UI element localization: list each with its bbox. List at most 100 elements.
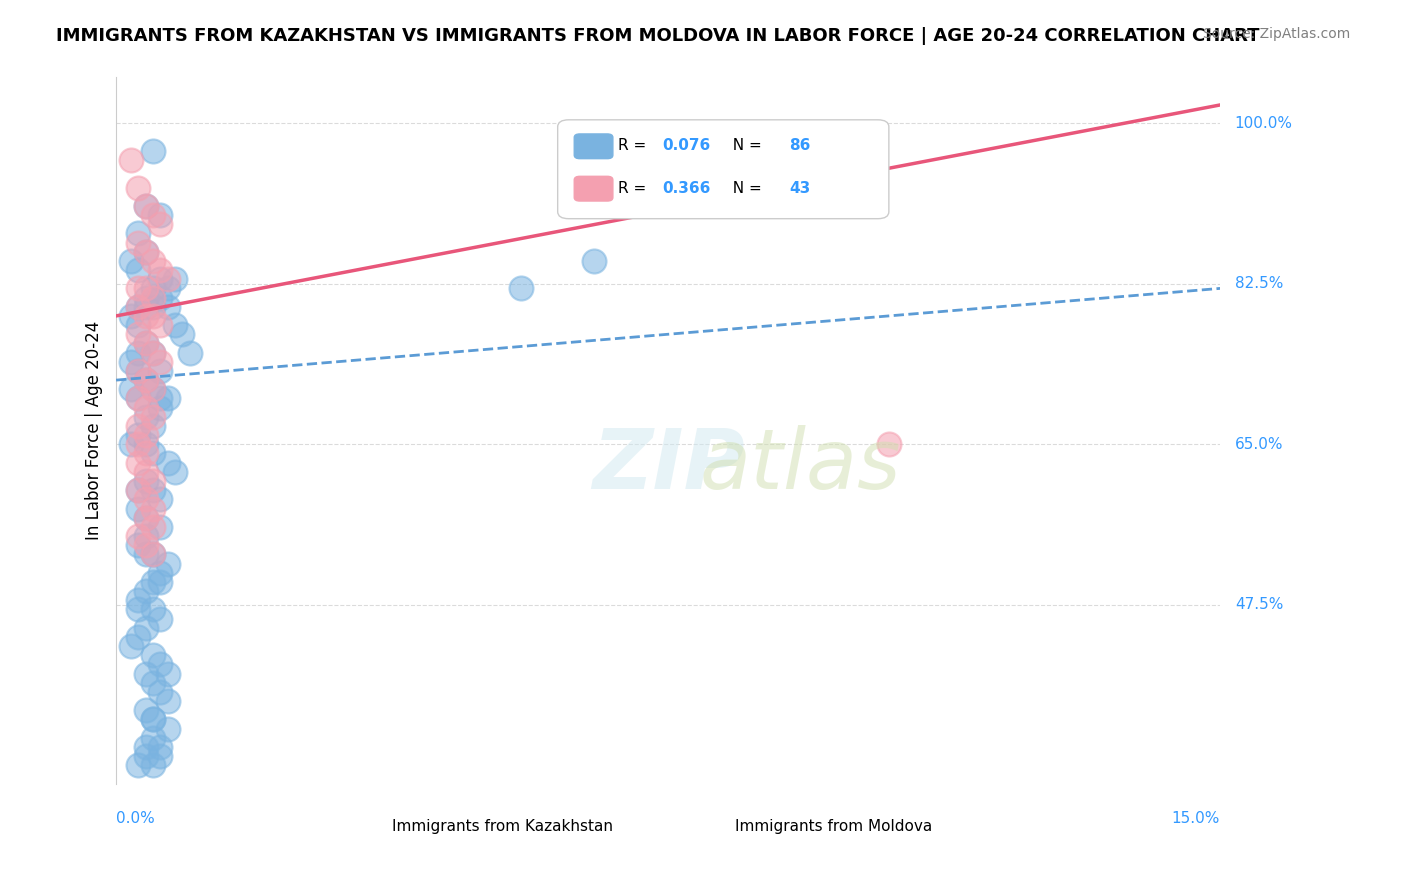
Point bbox=[149, 392, 172, 406]
Point bbox=[135, 666, 157, 681]
Text: ZIP: ZIP bbox=[592, 425, 744, 507]
Point bbox=[127, 483, 149, 498]
Point bbox=[142, 291, 165, 305]
Point bbox=[149, 291, 172, 305]
Point bbox=[149, 566, 172, 580]
Point bbox=[135, 244, 157, 259]
Point bbox=[142, 382, 165, 396]
Point bbox=[127, 281, 149, 295]
Text: N =: N = bbox=[723, 138, 766, 153]
Point bbox=[135, 300, 157, 314]
Point bbox=[149, 685, 172, 699]
Point bbox=[135, 428, 157, 442]
Point bbox=[142, 300, 165, 314]
Text: R =: R = bbox=[619, 181, 651, 196]
Point bbox=[135, 703, 157, 717]
Point bbox=[135, 510, 157, 524]
Point bbox=[142, 675, 165, 690]
Point bbox=[156, 281, 179, 295]
Point bbox=[127, 602, 149, 616]
Point bbox=[142, 483, 165, 498]
Point bbox=[156, 557, 179, 571]
Point bbox=[142, 602, 165, 616]
FancyBboxPatch shape bbox=[558, 120, 889, 219]
Point bbox=[127, 227, 149, 241]
Point bbox=[120, 355, 142, 369]
Point bbox=[142, 548, 165, 562]
Point bbox=[127, 456, 149, 470]
Point bbox=[156, 456, 179, 470]
Point bbox=[127, 364, 149, 378]
Point bbox=[127, 483, 149, 498]
Point bbox=[179, 345, 201, 359]
Point bbox=[142, 648, 165, 663]
Point bbox=[142, 382, 165, 396]
Point bbox=[127, 538, 149, 552]
Point bbox=[120, 153, 142, 167]
Point bbox=[149, 364, 172, 378]
Text: 15.0%: 15.0% bbox=[1171, 811, 1220, 826]
Point bbox=[127, 630, 149, 644]
Point bbox=[149, 217, 172, 231]
Text: 100.0%: 100.0% bbox=[1234, 116, 1292, 131]
Circle shape bbox=[721, 818, 748, 835]
Point bbox=[149, 574, 172, 589]
Point bbox=[135, 446, 157, 460]
Point bbox=[142, 474, 165, 488]
Point bbox=[127, 593, 149, 607]
Point bbox=[135, 336, 157, 351]
Point bbox=[120, 382, 142, 396]
Point bbox=[142, 713, 165, 727]
Text: 86: 86 bbox=[790, 138, 811, 153]
Point bbox=[149, 401, 172, 415]
Point bbox=[120, 253, 142, 268]
Point bbox=[135, 401, 157, 415]
Text: 82.5%: 82.5% bbox=[1234, 277, 1284, 292]
Point bbox=[877, 437, 900, 451]
Point bbox=[142, 345, 165, 359]
Point bbox=[127, 318, 149, 332]
Point bbox=[163, 272, 186, 286]
Point bbox=[135, 584, 157, 599]
FancyBboxPatch shape bbox=[574, 177, 613, 201]
Point bbox=[135, 510, 157, 524]
Point bbox=[142, 501, 165, 516]
Point bbox=[127, 345, 149, 359]
Point bbox=[142, 409, 165, 424]
Point bbox=[135, 739, 157, 754]
Point bbox=[135, 373, 157, 387]
Point bbox=[127, 180, 149, 194]
Point bbox=[135, 309, 157, 323]
Point bbox=[135, 291, 157, 305]
Point bbox=[142, 758, 165, 772]
Point bbox=[135, 529, 157, 543]
Point bbox=[135, 474, 157, 488]
Point bbox=[172, 327, 194, 342]
Point bbox=[120, 639, 142, 653]
Text: Immigrants from Moldova: Immigrants from Moldova bbox=[735, 819, 932, 833]
Point bbox=[142, 208, 165, 222]
Point bbox=[149, 318, 172, 332]
Point bbox=[509, 281, 531, 295]
Point bbox=[156, 722, 179, 736]
Text: R =: R = bbox=[619, 138, 651, 153]
Point bbox=[135, 199, 157, 213]
Point bbox=[135, 548, 157, 562]
Text: 0.366: 0.366 bbox=[662, 181, 711, 196]
Point bbox=[142, 419, 165, 434]
Point bbox=[149, 739, 172, 754]
Point bbox=[135, 244, 157, 259]
Text: In Labor Force | Age 20-24: In Labor Force | Age 20-24 bbox=[84, 321, 103, 541]
Point bbox=[142, 731, 165, 745]
Point bbox=[156, 300, 179, 314]
Point bbox=[127, 263, 149, 277]
Point bbox=[127, 437, 149, 451]
Point bbox=[149, 657, 172, 672]
Point bbox=[135, 373, 157, 387]
Point bbox=[142, 309, 165, 323]
Point bbox=[149, 263, 172, 277]
Text: 0.076: 0.076 bbox=[662, 138, 711, 153]
Point bbox=[142, 253, 165, 268]
FancyBboxPatch shape bbox=[574, 134, 613, 159]
Point bbox=[142, 345, 165, 359]
